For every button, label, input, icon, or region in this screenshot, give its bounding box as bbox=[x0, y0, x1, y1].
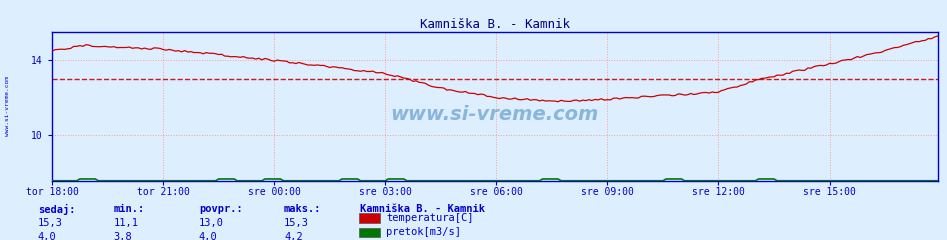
Text: 4,2: 4,2 bbox=[284, 232, 303, 240]
Title: Kamniška B. - Kamnik: Kamniška B. - Kamnik bbox=[420, 18, 570, 31]
Text: temperatura[C]: temperatura[C] bbox=[386, 213, 474, 223]
Text: 4,0: 4,0 bbox=[38, 232, 57, 240]
Text: tor 18:00: tor 18:00 bbox=[26, 187, 79, 197]
Text: tor 21:00: tor 21:00 bbox=[136, 187, 189, 197]
Text: sedaj:: sedaj: bbox=[38, 204, 76, 215]
Text: www.si-vreme.com: www.si-vreme.com bbox=[5, 76, 10, 136]
Text: www.si-vreme.com: www.si-vreme.com bbox=[390, 105, 599, 124]
Text: povpr.:: povpr.: bbox=[199, 204, 242, 214]
Text: 4,0: 4,0 bbox=[199, 232, 218, 240]
Text: sre 09:00: sre 09:00 bbox=[581, 187, 634, 197]
Text: sre 00:00: sre 00:00 bbox=[248, 187, 300, 197]
Text: sre 12:00: sre 12:00 bbox=[692, 187, 745, 197]
Text: sre 15:00: sre 15:00 bbox=[803, 187, 856, 197]
Bar bbox=[359, 228, 380, 237]
Text: 15,3: 15,3 bbox=[38, 218, 63, 228]
Bar bbox=[359, 213, 380, 223]
Text: 11,1: 11,1 bbox=[114, 218, 138, 228]
Text: Kamniška B. - Kamnik: Kamniška B. - Kamnik bbox=[360, 204, 485, 214]
Text: 13,0: 13,0 bbox=[199, 218, 223, 228]
Text: 3,8: 3,8 bbox=[114, 232, 133, 240]
Text: min.:: min.: bbox=[114, 204, 145, 214]
Text: 15,3: 15,3 bbox=[284, 218, 309, 228]
Text: sre 06:00: sre 06:00 bbox=[470, 187, 523, 197]
Text: maks.:: maks.: bbox=[284, 204, 322, 214]
Text: sre 03:00: sre 03:00 bbox=[359, 187, 412, 197]
Text: pretok[m3/s]: pretok[m3/s] bbox=[386, 227, 461, 237]
